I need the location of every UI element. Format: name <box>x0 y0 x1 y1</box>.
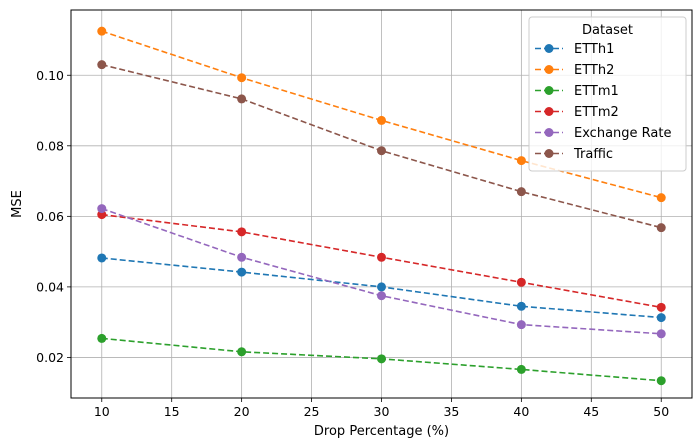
data-point <box>237 347 247 357</box>
y-tick-label: 0.10 <box>36 68 64 83</box>
data-point <box>237 227 247 237</box>
legend-marker <box>544 65 554 74</box>
legend-marker <box>544 86 554 95</box>
data-point <box>377 146 386 156</box>
x-tick-label: 10 <box>94 404 110 419</box>
series-ettm1 <box>97 333 666 386</box>
legend-label: ETTm1 <box>574 84 619 99</box>
x-tick-label: 40 <box>513 404 529 419</box>
legend-marker <box>544 128 554 137</box>
series-exchange-rate <box>97 204 666 339</box>
data-point <box>237 94 247 104</box>
y-axis-label: MSE <box>10 190 25 218</box>
legend: Dataset ETTh1 ETTh2 ETTm1 ETTm2 Exchange Rat… <box>528 16 687 172</box>
data-point <box>97 253 107 263</box>
x-tick-label: 15 <box>164 404 180 419</box>
data-point <box>656 376 666 386</box>
legend-box <box>528 16 687 172</box>
data-point <box>237 252 247 262</box>
legend-label: Traffic <box>573 147 613 162</box>
legend-item: ETTm1 <box>535 84 619 99</box>
data-point <box>377 252 386 262</box>
series-etth2 <box>97 26 666 203</box>
legend-label: ETTh1 <box>574 42 614 57</box>
data-point <box>516 364 526 374</box>
legend-marker <box>544 44 554 53</box>
x-tick-label: 30 <box>374 404 390 419</box>
legend-label: Exchange Rate <box>574 126 671 141</box>
series-ettm2 <box>97 210 666 312</box>
legend-item: Exchange Rate <box>535 126 671 141</box>
data-point <box>97 26 107 36</box>
data-point <box>237 267 247 277</box>
data-point <box>516 156 526 166</box>
data-point <box>656 223 666 233</box>
legend-title: Dataset <box>582 23 633 38</box>
data-point <box>97 60 107 70</box>
y-tick-label: 0.02 <box>36 350 64 365</box>
legend-label: ETTm2 <box>574 105 619 120</box>
data-point <box>516 301 526 311</box>
data-point <box>377 354 386 364</box>
data-point <box>237 73 247 83</box>
x-tick-label: 45 <box>583 404 599 419</box>
series-layer <box>97 26 666 386</box>
legend-marker <box>544 107 554 116</box>
x-tick-label: 20 <box>234 404 250 419</box>
data-point <box>656 193 666 203</box>
data-point <box>516 277 526 287</box>
data-point <box>377 282 386 292</box>
data-point <box>377 291 386 301</box>
series-traffic <box>97 60 666 233</box>
legend-items: ETTh1 ETTh2 ETTm1 ETTm2 Exchange Rate Traffic <box>535 42 671 162</box>
legend-item: Traffic <box>535 147 613 162</box>
legend-label: ETTh2 <box>574 63 614 78</box>
legend-item: ETTh1 <box>535 42 614 57</box>
legend-item: ETTh2 <box>535 63 614 78</box>
data-point <box>656 313 666 323</box>
y-tick-label: 0.04 <box>36 279 64 294</box>
data-point <box>516 187 526 197</box>
y-axis: 0.02 0.04 0.06 0.08 0.10 <box>36 68 71 365</box>
legend-marker <box>544 149 554 158</box>
series-etth1 <box>97 253 666 323</box>
x-axis-label: Drop Percentage (%) <box>314 424 449 439</box>
x-tick-label: 25 <box>304 404 320 419</box>
x-tick-label: 35 <box>443 404 459 419</box>
y-tick-label: 0.06 <box>36 209 64 224</box>
legend-item: ETTm2 <box>535 105 619 120</box>
data-point <box>377 115 386 125</box>
x-axis: 10 15 20 25 30 35 40 45 50 <box>94 398 669 419</box>
data-point <box>516 320 526 330</box>
data-point <box>656 302 666 312</box>
data-point <box>97 204 107 214</box>
y-tick-label: 0.08 <box>36 138 64 153</box>
data-point <box>656 329 666 339</box>
x-tick-label: 50 <box>653 404 669 419</box>
data-point <box>97 333 107 343</box>
